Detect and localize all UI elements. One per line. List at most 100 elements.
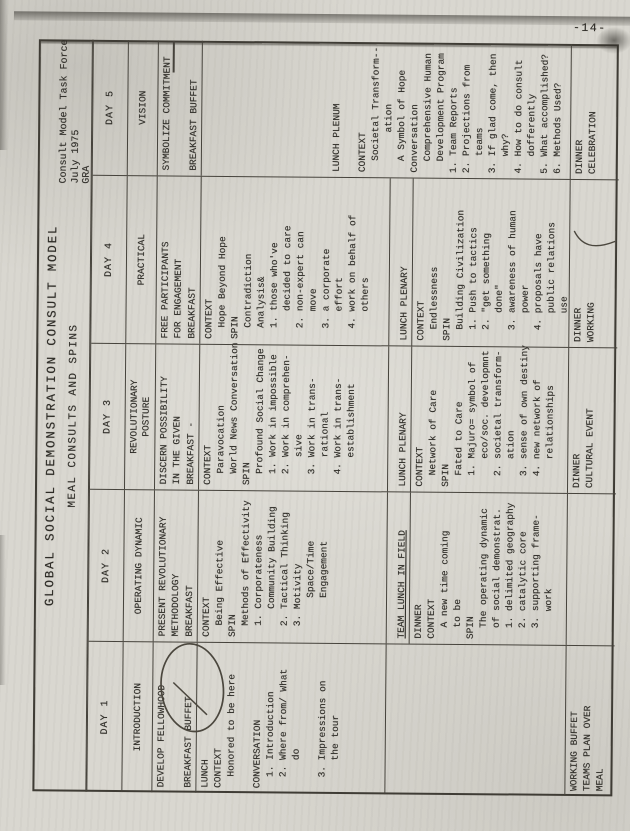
typed-line: others <box>359 277 371 341</box>
typed-line: Fated to Care <box>453 401 465 488</box>
dinner-cell: WORKING BUFFET TEAMS PLAN OVER MEAL <box>564 645 615 797</box>
lunch-label-cell: LUNCH PLENARY <box>388 178 413 346</box>
strategy-cell: DEVELOP FELLOWHOOD BREAKFAST BUFFET <box>151 642 197 793</box>
title-zone: GLOBAL SOCIAL DEMONSTRATION CONSULT MODE… <box>32 39 95 792</box>
dinner-cell: DINNER WORKING <box>568 179 619 348</box>
theme-cell: INTRODUCTION <box>121 642 153 793</box>
typed-line: dofferently <box>525 93 538 174</box>
day-label: DAY 1 <box>99 699 111 735</box>
typed-line: 4. How to do consult <box>512 59 525 174</box>
stray-underline-mark <box>172 40 175 73</box>
typed-line: to be <box>451 599 464 640</box>
day-header-cell: DAY 3 <box>90 344 125 489</box>
typed-line: sive <box>293 434 305 486</box>
typed-line: WORKING <box>585 302 597 343</box>
credits-block: Consult Model Task Force July 1975 GRA <box>59 39 95 183</box>
breakfast-content-cell: LUNCH CONTEXT Honored to be here CONVERSAT… <box>195 642 386 795</box>
typed-line: do <box>290 748 302 789</box>
typed-line: Network of Care <box>427 389 439 487</box>
typed-line: CONTEXT <box>200 596 213 637</box>
typed-line: 5. What accomplished? <box>538 53 551 174</box>
day-label: DAY 5 <box>104 89 116 125</box>
typed-line: A Symbol of Hope <box>395 69 408 173</box>
typed-line <box>237 643 251 788</box>
breakfast-content-cell: CONTEXT Paravocation World News Conversa… <box>197 342 389 492</box>
typed-line: rational <box>319 411 331 486</box>
breakfast-label: BREAKFAST <box>183 585 196 637</box>
lunch-content-cell: DINNER CONTEXT A new time coming to be SPI… <box>408 492 567 645</box>
day-header-cell: DAY 5 <box>93 40 128 175</box>
lunch-label: LUNCH PLENARY <box>397 412 409 487</box>
breakfast-label: BREAKFAST BUFFET <box>182 696 195 788</box>
day-column-4: DAY 4 PRACTICAL FREE PARTICIPANTS FOR ENGAG… <box>91 175 619 349</box>
typed-line: CONTEXT <box>425 598 438 639</box>
typed-line: OPERATING DYNAMIC <box>132 517 145 615</box>
typed-line: FOR ENGAGEMENT <box>172 258 185 339</box>
breakfast-label: BREAKFAST BUFFET <box>187 79 200 171</box>
typed-line: Endlessness <box>428 266 440 341</box>
day-label: DAY 4 <box>103 241 115 277</box>
strategy-cell: FREE PARTICIPANTS FOR ENGAGEMENT BREAKFAST <box>155 176 201 344</box>
typed-line: INTRODUCTION <box>131 682 143 752</box>
typed-line: CONTEXT <box>356 132 369 173</box>
day-label: DAY 2 <box>100 547 112 583</box>
strategy-cell: PRESENT REVOLUTIONARY METHODOLOGY BREAKFAS… <box>152 490 198 642</box>
typed-line: eco/soc. developmnt <box>479 350 492 488</box>
day-column-2: DAY 2 OPERATING DYNAMIC PRESENT REVOLUTION… <box>88 489 616 647</box>
typed-line: 1. Corporateness <box>252 534 265 638</box>
typed-line: 2. catalytic core <box>516 531 529 640</box>
blank-space <box>204 41 331 172</box>
dinner-cell: DINNER CELEBRATION <box>569 43 620 180</box>
strategy-cell: DISCERN POSSIBILITY IN THE GIVEN BREAKFAST… <box>153 344 200 490</box>
typed-line: METHODOLOGY <box>169 573 182 637</box>
typed-line: establishment <box>345 383 357 487</box>
typed-line: MEAL <box>594 768 606 792</box>
theme-cell: OPERATING DYNAMIC <box>122 490 154 642</box>
typed-line: Community Building <box>265 506 278 638</box>
day-header-cell: DAY 4 <box>91 176 126 343</box>
typed-line: of social demonstrat. <box>490 508 503 640</box>
lunch-label: LUNCH PLENARY <box>398 266 410 341</box>
typed-line: DINNER <box>412 604 424 639</box>
typed-line: Being Effective <box>213 539 226 637</box>
typed-line: 1. Introduction <box>264 691 277 789</box>
typed-line: TEAMS PLAN OVER <box>581 705 594 792</box>
typed-line: LUNCH <box>199 759 211 788</box>
typed-line: World News Conversation <box>228 342 241 486</box>
day-header-cell: DAY 1 <box>87 642 122 792</box>
typed-line: Honored to be here <box>225 673 238 789</box>
merged-meal-zone-cell: LUNCH PLENUM CONTEXT Societal Transform--… <box>200 40 571 179</box>
credit-line: July 1975 <box>70 129 82 184</box>
typed-line: A new time coming <box>438 530 451 639</box>
typed-line: relationships <box>544 385 556 488</box>
credit-line: Consult Model Task Force <box>58 39 71 184</box>
typed-line: 2. Where from/ What <box>277 668 290 789</box>
typed-line: Profound Social Change <box>254 348 267 486</box>
typed-line: 3. Impressions on <box>316 680 329 789</box>
typed-line: Engagement <box>317 540 330 638</box>
typed-line: CELEBRATION <box>586 111 599 175</box>
typed-line: REVOLUTIONARY <box>127 379 140 454</box>
lunch-label-cell: TEAM LUNCH IN FIELD <box>385 492 410 644</box>
typed-line: why? <box>499 133 512 174</box>
typed-line: Conversation <box>408 104 421 173</box>
typed-line: 1. Majuro= symbol of <box>466 361 479 488</box>
typed-line: SPIN <box>226 614 238 638</box>
day-header-cell: DAY 2 <box>89 490 124 641</box>
day-column-3: DAY 3 REVOLUTIONARY POSTURE DISCERN POSSIBI… <box>89 342 618 495</box>
typed-line: 2. societal transform- <box>492 350 505 488</box>
dinner-cell: DINNER CULTURAL EVENT <box>566 347 618 494</box>
strategy-cell: SYMBOLIZE COMMITMENT BREAKFAST BUFFET <box>156 40 202 176</box>
breakfast-content-cell: CONTEXT Hope Beyond Hope SPIN Contradicti… <box>199 176 390 346</box>
breakfast-label: BREAKFAST - <box>185 421 197 485</box>
typed-line: 2. Projections from <box>460 64 473 174</box>
typed-line: DISCERN POSSIBILITY <box>158 376 170 485</box>
typed-line: 3. Motivity <box>291 563 304 638</box>
typed-line: DINNER <box>571 453 583 489</box>
typed-line: SPIN <box>241 462 253 486</box>
typed-line: Development Program <box>434 53 447 173</box>
typed-line: 3. sense of own destiny <box>518 344 531 488</box>
typed-line: 3. supporting frame- <box>529 514 542 640</box>
